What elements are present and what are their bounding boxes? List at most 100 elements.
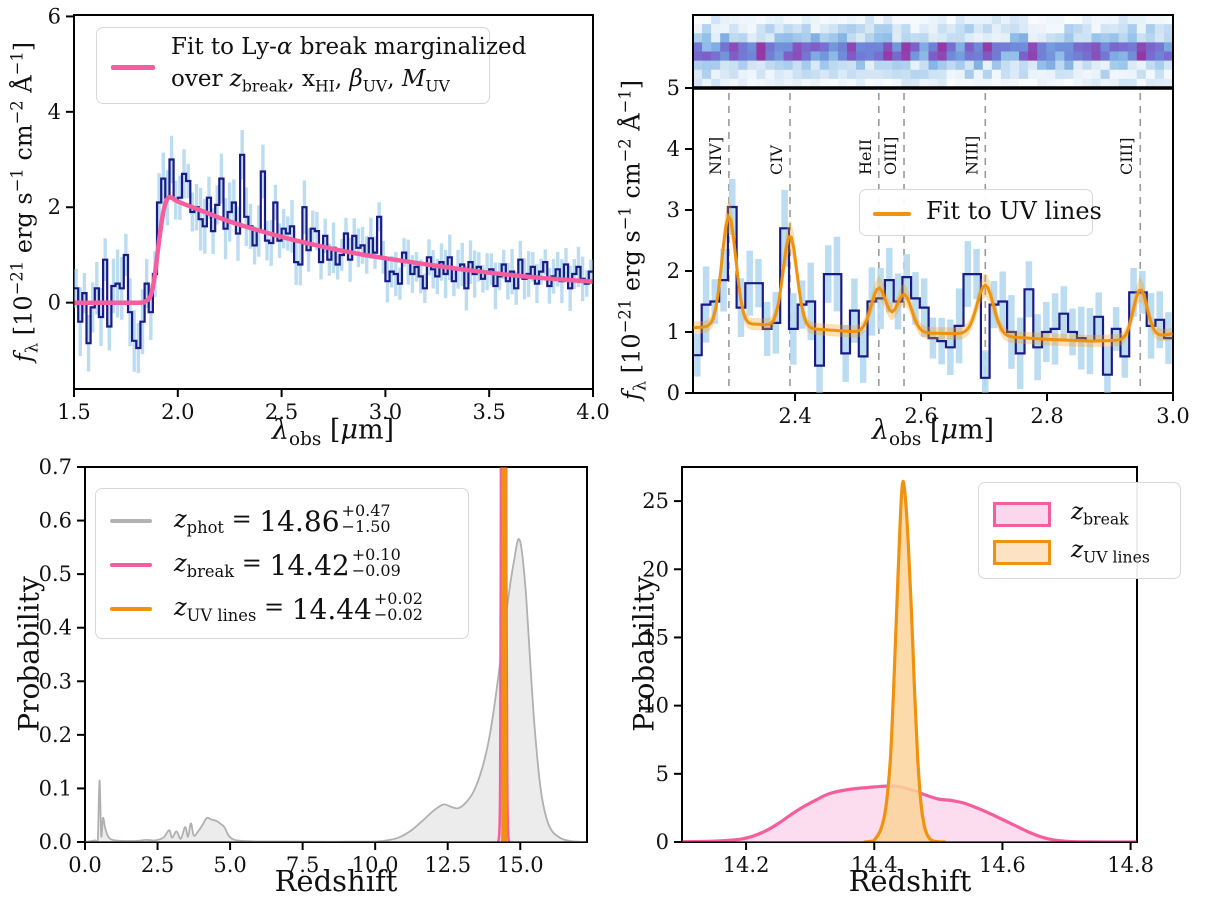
strip-cell [837, 69, 848, 80]
strip-cell [792, 33, 803, 43]
strip-cell [892, 33, 902, 43]
strip-cell [874, 78, 884, 89]
strip-cell [792, 15, 803, 25]
pink-line-swatch [111, 65, 155, 70]
strip-cell [783, 42, 794, 52]
strip-cell [756, 33, 766, 43]
strip-cell [955, 24, 966, 34]
strip-cell [846, 24, 857, 34]
legend-z-label: zbreak [1071, 499, 1129, 529]
uv-fit-uncertainty-band [693, 200, 1173, 348]
strip-cell [765, 42, 776, 52]
strip-cell [828, 33, 839, 43]
strip-cell [964, 78, 975, 89]
strip-cell [729, 33, 739, 43]
strip-cell [738, 51, 748, 62]
strip-cell [1055, 33, 1065, 43]
strip-cell [973, 24, 984, 34]
x-axis-label-lya: λobs [μm] [271, 414, 395, 451]
strip-cell [702, 78, 712, 89]
strip-cell [1154, 78, 1165, 89]
strip-cell [801, 69, 812, 80]
strip-cell [1127, 15, 1138, 25]
strip-cell [901, 69, 911, 80]
z_UV_lines-pdf-line [863, 479, 947, 842]
strip-cell [792, 51, 803, 62]
y-tick-label: 0.2 [39, 723, 72, 747]
strip-cell [964, 42, 975, 52]
strip-cell [1028, 33, 1038, 43]
strip-cell [955, 33, 966, 43]
strip-cell [1091, 69, 1102, 80]
strip-cell [919, 69, 929, 80]
strip-cell [810, 78, 821, 89]
strip-cell [702, 60, 712, 71]
strip-cell [693, 51, 703, 62]
legend-z-errors: +0.47 −1.50 [341, 500, 391, 536]
legend-row: zUV lines = 14.44 +0.02 −0.02 [110, 587, 468, 631]
strip-cell [1154, 33, 1165, 43]
strip-cell [937, 51, 948, 62]
strip-cell [991, 69, 1002, 80]
strip-cell [1000, 24, 1011, 34]
strip-cell [801, 60, 812, 71]
strip-cell [819, 51, 830, 62]
y-axis-label-uv: fλ [10−21 erg s−1 cm−2 Å−1] [615, 79, 650, 401]
z_phot-pdf-line [85, 538, 587, 842]
uv-fit-line [693, 212, 1173, 343]
strip-cell [774, 24, 785, 34]
error-bar [982, 350, 989, 393]
strip-cell [901, 15, 911, 25]
strip-cell [1109, 51, 1120, 62]
strip-cell [1037, 24, 1047, 34]
strip-cell [819, 60, 830, 71]
strip-cell [1118, 24, 1129, 34]
y-tick-label: 0.6 [39, 509, 72, 533]
y-axis-label-pdf-wide: Probability [12, 576, 46, 732]
strip-cell [865, 51, 875, 62]
strip-cell [819, 78, 830, 89]
strip-cell [1154, 15, 1165, 25]
strip-cell [765, 24, 776, 34]
strip-cell [874, 15, 884, 25]
strip-cell [1028, 24, 1038, 34]
emission-line-label: NIV] [706, 137, 725, 175]
lya-model-fit-line [74, 194, 593, 305]
strip-cell [1055, 42, 1065, 52]
x-tick-label: 5.0 [213, 853, 246, 877]
strip-cell [747, 15, 757, 25]
strip-cell [1127, 69, 1138, 80]
strip-cell [883, 33, 893, 43]
legend-row: zbreak [993, 495, 1180, 533]
strip-cell [973, 69, 984, 80]
strip-cell [702, 69, 712, 80]
strip-cell [1100, 15, 1111, 25]
strip-cell [937, 69, 948, 80]
strip-cell [1019, 24, 1029, 34]
strip-cell [1145, 24, 1156, 34]
strip-cell [1019, 60, 1029, 71]
strip-cell [892, 42, 902, 52]
strip-cell [1100, 69, 1111, 80]
strip-cell [756, 60, 766, 71]
strip-cell [1064, 78, 1074, 89]
strip-cell [1154, 51, 1165, 62]
strip-cell [1046, 51, 1056, 62]
y-tick-label: 20 [642, 557, 669, 581]
strip-cell [901, 78, 911, 89]
strip-cell [828, 78, 839, 89]
strip-cell [874, 42, 884, 52]
strip-cell [937, 60, 948, 71]
strip-cell [792, 24, 803, 34]
strip-cell [846, 60, 857, 71]
strip-cell [973, 33, 984, 43]
strip-cell [973, 15, 984, 25]
strip-cell [1082, 78, 1092, 89]
strip-cell [1000, 69, 1011, 80]
strip-cell [693, 15, 703, 25]
strip-cell [1118, 42, 1129, 52]
strip-cell [792, 69, 803, 80]
line-swatch [110, 519, 152, 523]
strip-cell [991, 15, 1002, 25]
x-tick-label: 2.4 [778, 404, 811, 428]
